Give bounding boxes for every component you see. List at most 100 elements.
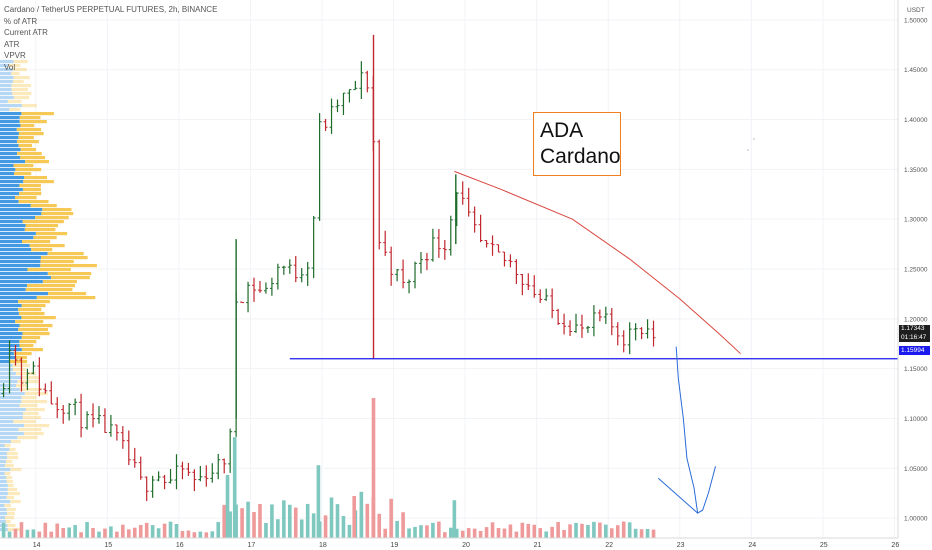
annotation-text-box[interactable]: ADA Cardano [533,112,621,176]
volume-bar [293,507,298,538]
vpvr-row-sell [12,80,24,84]
volume-bar [192,532,197,538]
vpvr-row-buy [0,280,43,284]
vpvr-row-buy [0,252,48,256]
volume-bar [7,531,12,538]
volume-bar [180,531,185,538]
volume-bar [1,522,6,538]
time-tick-label: 22 [605,542,613,549]
current-price-value: 1.17343 [901,325,925,332]
volume-bar [419,525,423,538]
vpvr-row-sell [5,520,11,524]
volume-bar [55,523,60,538]
vpvr-row-sell [9,448,16,452]
volume-bar [448,527,453,538]
volume-bar [264,523,268,538]
price-axis[interactable]: 1.50000 1.45000 1.40000 1.35000 1.30000 1.250… [904,17,928,522]
volume-bar [156,528,161,538]
vpvr-row-sell [25,408,45,412]
vpvr-row-sell [12,68,27,72]
candlestick-series [1,34,656,502]
indicator-current-atr[interactable]: Current ATR [4,28,48,37]
vpvr-row-buy [0,172,15,176]
vpvr-row-buy [0,348,22,352]
vpvr-row-sell [21,336,41,340]
projection-path[interactable] [675,346,717,514]
volume-bar [162,523,167,538]
vpvr-row-sell [23,432,44,436]
vpvr-row-buy [0,64,9,68]
vpvr-row-buy [0,176,25,180]
vpvr-row-sell [15,372,36,376]
vpvr-row-buy [0,456,8,460]
vpvr-row-sell [47,252,84,256]
vpvr-row-buy [0,236,34,240]
time-axis[interactable]: 14 15 16 17 18 19 20 21 22 23 24 25 26 [33,542,900,549]
vpvr-row-sell [20,156,46,160]
vpvr-row-buy [0,140,17,144]
indicator-vpvr[interactable]: VPVR [4,51,26,60]
volume-bar [198,531,203,538]
indicator-vol[interactable]: Vol [4,62,16,72]
vpvr-row-buy [0,324,20,328]
vpvr-row-buy [0,248,32,252]
volume-bar [204,532,209,538]
volume-bar [31,529,36,538]
symbol-title[interactable]: Cardano / TetherUS PERPETUAL FUTURES, 2h… [4,5,218,14]
vpvr-row-sell [22,332,50,336]
vpvr-row-buy [0,60,14,64]
vpvr-row-sell [17,436,38,440]
volume-bar [627,522,632,538]
volume-bar-spike [359,491,364,538]
price-tick-label: 1.00000 [904,516,928,523]
vpvr-row-sell [7,100,22,104]
vpvr-row-sell [19,344,34,348]
vpvr-row-sell [7,524,16,528]
vpvr-row-sell [19,404,38,408]
volume-bar [454,528,459,538]
projection-arrow-line[interactable] [657,477,698,514]
vpvr-row-sell [21,348,43,352]
vpvr-row-sell [21,104,37,108]
vpvr-row-sell [7,488,18,492]
volume-bar [311,513,316,538]
vpvr-row-buy [0,240,23,244]
vpvr-row-sell [7,492,20,496]
trend-curve[interactable] [454,170,741,355]
vpvr-row-buy [0,108,10,112]
time-tick-label: 17 [247,542,255,549]
vpvr-row-buy [0,500,11,504]
price-tick-label: 1.40000 [904,117,928,124]
vpvr-row-sell [18,300,50,304]
time-tick-label: 18 [319,542,327,549]
vpvr-row-buy [0,216,36,220]
vpvr-row-buy [0,124,21,128]
volume-bar [538,528,543,538]
vpvr-row-buy [0,288,26,292]
volume-bar [222,504,227,538]
volume-bar-spike [225,475,230,538]
indicator-atr[interactable]: ATR [4,39,20,49]
vpvr-row-sell [13,76,30,80]
volume-bar [73,525,77,538]
vpvr-row-sell [21,316,56,320]
vpvr-row-sell [24,176,48,180]
vpvr-row-sell [7,456,19,460]
volume-bar [526,523,531,538]
vpvr-row-buy [0,272,48,276]
vpvr-row-buy [0,184,20,188]
volume-bar-spike [316,465,321,538]
price-tick-label: 1.30000 [904,217,928,224]
vpvr-row-buy [0,460,6,464]
vpvr-row-buy [0,400,22,404]
vpvr-row-buy [0,436,18,440]
vpvr-row-sell [6,476,13,480]
volume-bar [389,498,393,538]
volume-bar [61,528,66,538]
volume-bar [103,528,107,538]
vpvr-row-sell [24,424,50,428]
vpvr-row-buy [0,276,51,280]
volume-bar [252,512,256,538]
indicator-percent-atr[interactable]: % of ATR [4,16,38,26]
